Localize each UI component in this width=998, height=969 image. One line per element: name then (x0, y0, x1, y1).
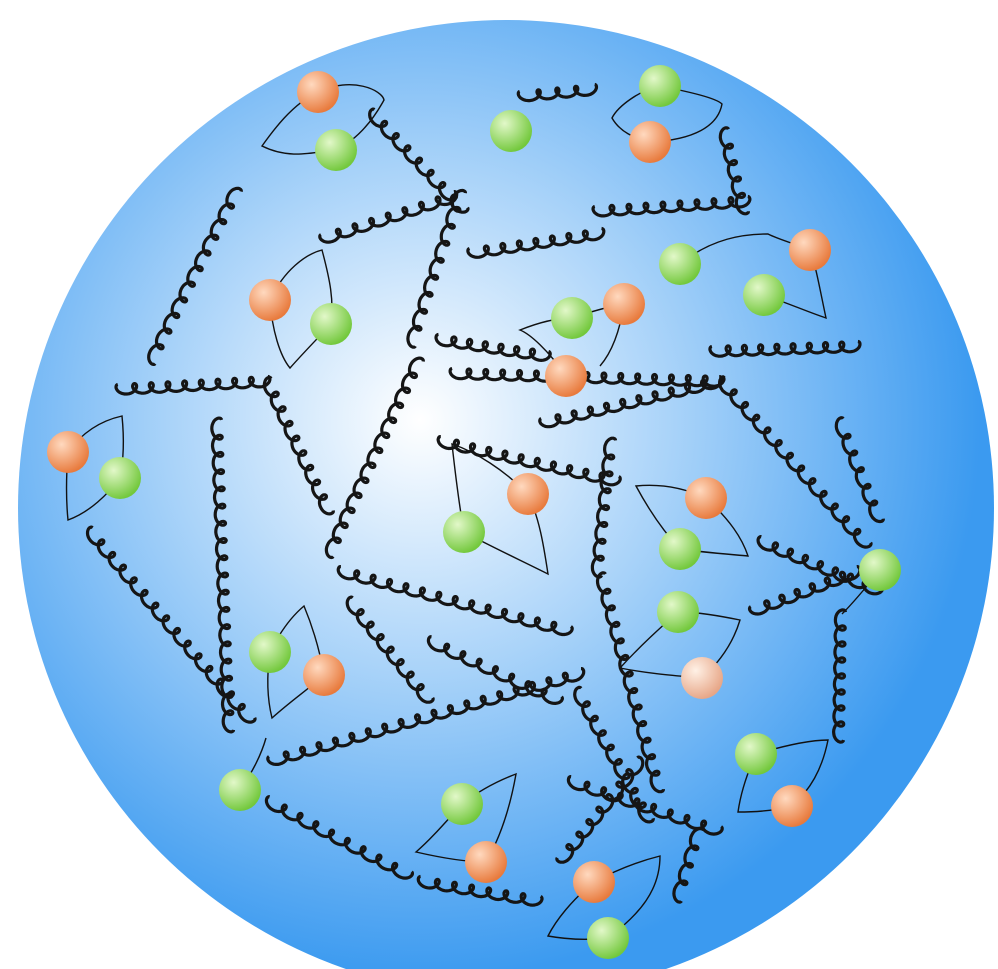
quark-connector-line (451, 442, 529, 533)
quark-orange-icon (681, 657, 723, 699)
quark-connector-line (461, 772, 517, 863)
quark-orange-icon (249, 279, 291, 321)
quark-orange-icon (545, 355, 587, 397)
gluon-spring-icon (672, 826, 705, 904)
gluon-spring-icon (416, 874, 544, 907)
gluon-spring-icon (516, 82, 599, 103)
gluon-spring-icon (448, 366, 726, 388)
quark-green-icon (587, 917, 629, 959)
quark-orange-icon (789, 229, 831, 271)
quarks (47, 65, 901, 959)
gluon-spring-icon (147, 186, 243, 366)
quark-orange-icon (603, 283, 645, 325)
gluon-spring-icon (336, 565, 574, 637)
quark-orange-icon (47, 431, 89, 473)
quark-orange-icon (685, 477, 727, 519)
gluon-spring-icon (590, 436, 618, 579)
gluon-spring-icon (466, 226, 606, 259)
gluon-spring-icon (345, 595, 435, 704)
quark-green-icon (639, 65, 681, 107)
gluon-spring-icon (832, 608, 848, 744)
quark-green-icon (310, 303, 352, 345)
quark-connector-line (593, 855, 661, 939)
quark-connector-line (755, 739, 829, 807)
quark-connector-line (463, 493, 549, 576)
gluon-spring-icon (434, 332, 552, 362)
gluon-spring-icon (264, 795, 414, 880)
quark-green-icon (219, 769, 261, 811)
quark-orange-icon (573, 861, 615, 903)
quark-green-icon (443, 511, 485, 553)
gluon-spring-icon (718, 126, 750, 216)
gluon-spring-icon (318, 190, 459, 244)
quark-green-icon (735, 733, 777, 775)
gluon-springs (85, 82, 885, 907)
quark-orange-icon (629, 121, 671, 163)
gluon-spring-icon (718, 375, 873, 549)
gluon-spring-icon (210, 416, 236, 734)
quark-green-icon (859, 549, 901, 591)
gluon-spring-icon (756, 535, 885, 596)
gluon-spring-icon (85, 525, 257, 724)
gluon-spring-icon (406, 188, 467, 349)
gluon-spring-icon (266, 667, 586, 766)
quark-orange-icon (507, 473, 549, 515)
quark-orange-icon (771, 785, 813, 827)
gluon-spring-icon (538, 375, 724, 429)
gluon-spring-icon (573, 685, 655, 824)
gluon-spring-icon (708, 339, 862, 358)
quark-green-icon (659, 243, 701, 285)
quark-green-icon (490, 110, 532, 152)
quark-green-icon (551, 297, 593, 339)
quark-orange-icon (297, 71, 339, 113)
quark-green-icon (743, 274, 785, 316)
gluon-spring-icon (436, 435, 622, 487)
gluon-spring-icon (747, 565, 862, 616)
gluon-spring-icon (426, 635, 564, 705)
gluon-spring-icon (595, 571, 665, 794)
gluon-spring-icon (324, 356, 425, 560)
quark-orange-icon (465, 841, 507, 883)
quark-green-icon (659, 528, 701, 570)
sphere-icon (18, 20, 994, 969)
gluon-spring-icon (262, 375, 335, 516)
quark-green-icon (441, 783, 483, 825)
quark-connector-line (649, 85, 723, 143)
quark-connector-line (634, 484, 707, 550)
quark-green-icon (249, 631, 291, 673)
gluon-spring-icon (368, 107, 470, 214)
quark-green-icon (99, 457, 141, 499)
gluon-spring-icon (834, 416, 885, 524)
gluon-spring-icon (591, 194, 752, 218)
quark-green-icon (315, 129, 357, 171)
quark-orange-icon (303, 654, 345, 696)
quark-green-icon (657, 591, 699, 633)
gluon-spring-icon (555, 755, 645, 864)
gluon-spring-icon (566, 775, 724, 836)
gluon-spring-icon (114, 374, 272, 396)
